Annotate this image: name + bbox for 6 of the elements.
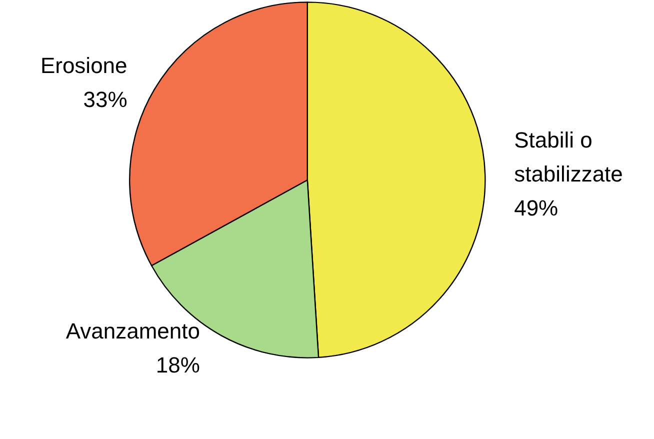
data-label: 33%	[83, 86, 128, 112]
data-label: 49%	[514, 195, 558, 220]
slice-label: Avanzamento	[66, 318, 200, 344]
slice-label: Stabili o stabilizzate	[514, 127, 623, 186]
slice-label: Erosione	[40, 52, 128, 78]
data-label: 18%	[156, 352, 200, 378]
